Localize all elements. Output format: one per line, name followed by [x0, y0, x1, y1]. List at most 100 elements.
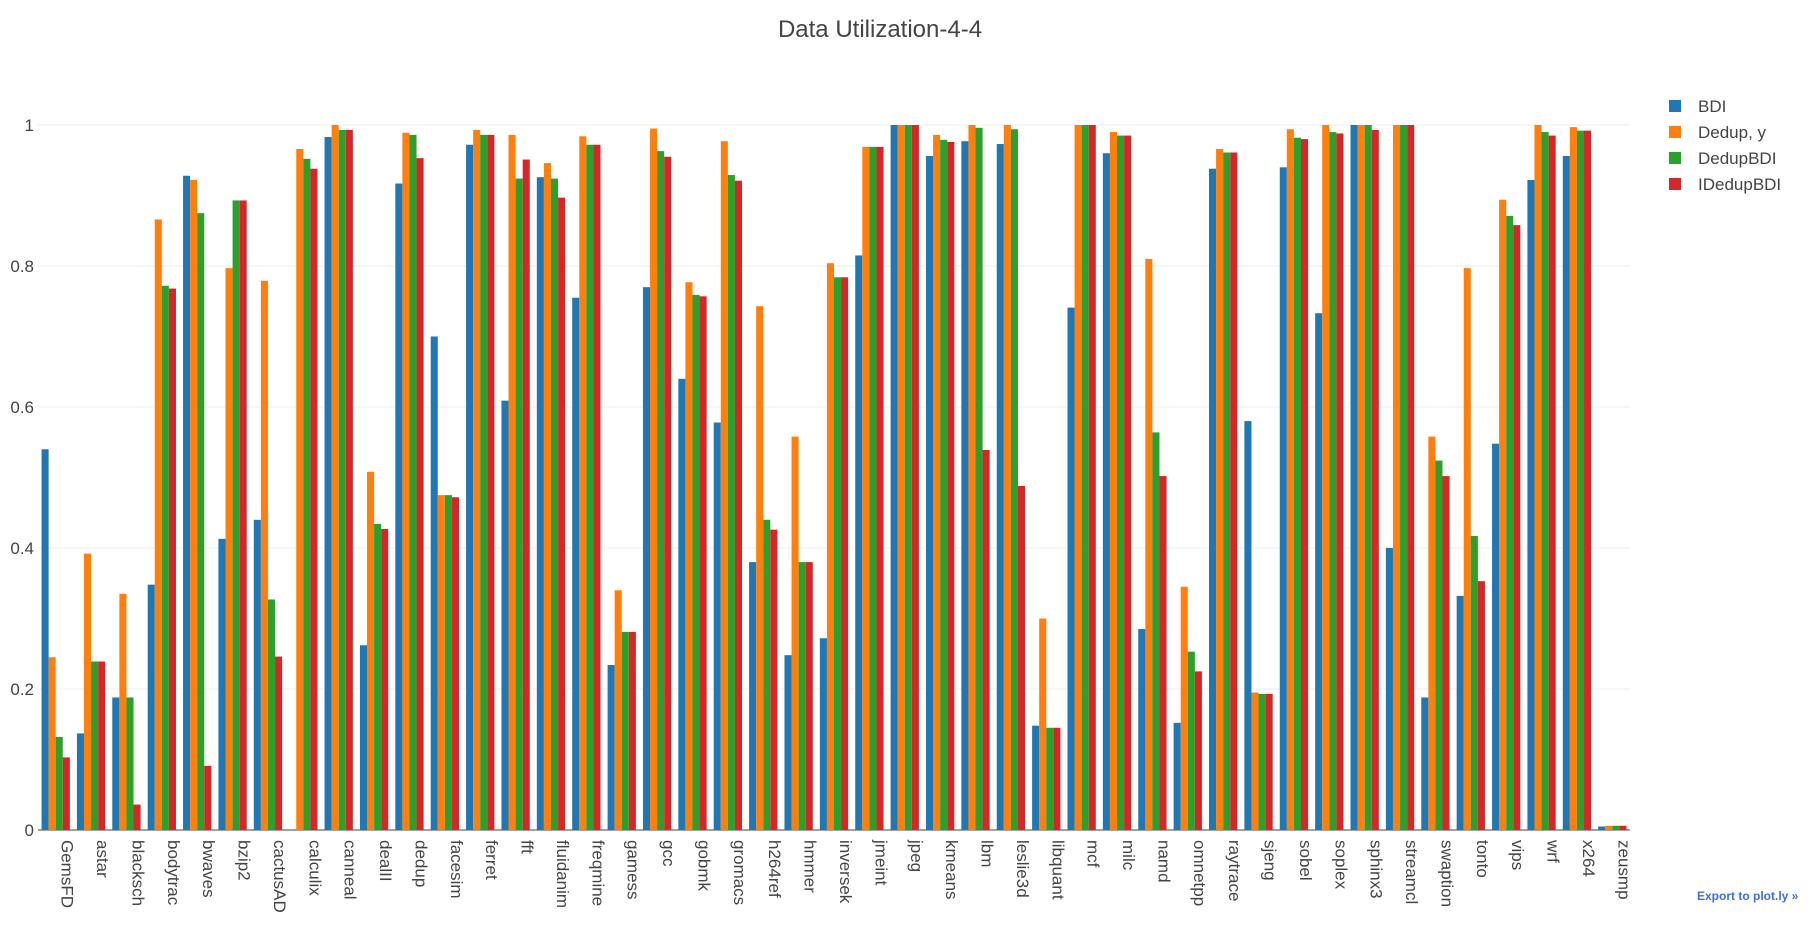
bar-dedup-y-wrf[interactable] — [1534, 125, 1542, 830]
bar-bdi-bodytrac[interactable] — [147, 584, 155, 830]
bar-idedupbdi-sobel[interactable] — [1300, 139, 1309, 831]
legend-item[interactable]: BDI — [1669, 97, 1726, 116]
bar-idedupbdi-gamess[interactable] — [628, 631, 636, 830]
bar-dedupbdi-dealii[interactable] — [374, 524, 382, 830]
bar-dedup-y-milc[interactable] — [1109, 132, 1118, 831]
bar-bdi-x264[interactable] — [1562, 156, 1570, 830]
bar-idedupbdi-mcf[interactable] — [1088, 125, 1096, 830]
bar-dedupbdi-omnetpp[interactable] — [1187, 651, 1195, 830]
bar-dedupbdi-streamcl[interactable] — [1400, 125, 1408, 830]
bar-idedupbdi-raytrace[interactable] — [1230, 152, 1238, 830]
bar-idedupbdi-kmeans[interactable] — [947, 141, 955, 831]
bar-dedup-y-libquant[interactable] — [1039, 618, 1047, 831]
bar-idedupbdi-astar[interactable] — [98, 661, 106, 830]
bar-dedup-y-kmeans[interactable] — [933, 134, 941, 830]
bar-dedup-y-gobmk[interactable] — [685, 282, 693, 831]
bar-idedupbdi-inversek[interactable] — [841, 277, 849, 830]
bar-dedupbdi-canneal[interactable] — [338, 129, 346, 830]
bar-bdi-h264ref[interactable] — [749, 562, 757, 830]
bar-dedup-y-sjeng[interactable] — [1251, 692, 1259, 830]
bar-idedupbdi-vips[interactable] — [1513, 225, 1521, 831]
bar-bdi-tonto[interactable] — [1456, 595, 1464, 830]
bar-dedup-y-dealii[interactable] — [367, 471, 375, 830]
bar-bdi-vips[interactable] — [1492, 443, 1500, 830]
bar-dedupbdi-vips[interactable] — [1506, 215, 1514, 830]
bar-idedupbdi-tonto[interactable] — [1477, 581, 1485, 830]
bar-bdi-swaption[interactable] — [1421, 697, 1429, 830]
bar-dedup-y-x264[interactable] — [1569, 127, 1577, 831]
bar-dedupbdi-calculix[interactable] — [303, 158, 311, 831]
bar-bdi-freqmine[interactable] — [572, 297, 580, 831]
bar-idedupbdi-swaption[interactable] — [1442, 476, 1450, 830]
bar-idedupbdi-milc[interactable] — [1124, 135, 1132, 830]
bar-dedupbdi-wrf[interactable] — [1541, 132, 1549, 831]
bar-bdi-fluidanim[interactable] — [536, 177, 544, 831]
bar-dedup-y-bzip2[interactable] — [225, 268, 233, 830]
bar-idedupbdi-fluidanim[interactable] — [558, 197, 566, 831]
bar-idedupbdi-dedup[interactable] — [416, 158, 424, 830]
bar-bdi-libquant[interactable] — [1032, 725, 1040, 830]
bar-bdi-jpeg[interactable] — [890, 125, 898, 830]
export-to-plotly-link[interactable]: Export to plot.ly » — [1697, 889, 1799, 903]
bar-dedup-y-raytrace[interactable] — [1216, 148, 1224, 831]
bar-idedupbdi-leslie3d[interactable] — [1017, 485, 1026, 830]
bar-dedupbdi-sphinx3[interactable] — [1364, 125, 1372, 830]
bar-idedupbdi-bwaves[interactable] — [204, 765, 212, 830]
bar-dedup-y-h264ref[interactable] — [756, 306, 764, 830]
bar-dedupbdi-mcf[interactable] — [1081, 125, 1089, 830]
bar-idedupbdi-ferret[interactable] — [487, 134, 495, 830]
bar-bdi-gamess[interactable] — [607, 665, 615, 830]
bar-bdi-omnetpp[interactable] — [1173, 722, 1181, 830]
bar-dedup-y-jpeg[interactable] — [897, 125, 905, 830]
bar-idedupbdi-jmeint[interactable] — [876, 146, 884, 831]
bar-dedupbdi-jmeint[interactable] — [869, 146, 877, 831]
bar-dedupbdi-swaption[interactable] — [1435, 460, 1443, 830]
bar-dedup-y-blacksch[interactable] — [119, 593, 127, 830]
bar-idedupbdi-lbm[interactable] — [982, 450, 990, 830]
bar-dedup-y-soplex[interactable] — [1322, 125, 1330, 830]
bar-bdi-dedup[interactable] — [395, 183, 403, 830]
bar-bdi-gobmk[interactable] — [678, 378, 686, 830]
bar-dedupbdi-fft[interactable] — [515, 178, 523, 830]
bar-dedup-y-ferret[interactable] — [473, 129, 481, 830]
bar-idedupbdi-blacksch[interactable] — [133, 804, 141, 830]
legend-item[interactable]: Dedup, y — [1669, 123, 1767, 142]
bar-dedupbdi-fluidanim[interactable] — [550, 178, 559, 830]
bar-bdi-soplex[interactable] — [1315, 313, 1323, 830]
bar-bdi-fft[interactable] — [501, 400, 509, 830]
bar-idedupbdi-dealii[interactable] — [381, 528, 389, 830]
bar-dedup-y-fluidanim[interactable] — [543, 163, 551, 830]
bar-dedup-y-vips[interactable] — [1499, 199, 1507, 831]
bar-idedupbdi-jpeg[interactable] — [911, 125, 919, 830]
bar-dedup-y-gromacs[interactable] — [720, 141, 728, 831]
bar-dedupbdi-leslie3d[interactable] — [1010, 129, 1018, 831]
bar-idedupbdi-namd[interactable] — [1159, 476, 1167, 830]
bar-dedupbdi-libquant[interactable] — [1046, 727, 1054, 830]
bar-dedupbdi-hmmer[interactable] — [798, 562, 806, 830]
bar-dedup-y-inversek[interactable] — [826, 263, 834, 830]
bar-bdi-blacksch[interactable] — [112, 697, 120, 830]
bar-bdi-wrf[interactable] — [1527, 179, 1535, 831]
bar-bdi-kmeans[interactable] — [925, 156, 934, 830]
bar-dedupbdi-gobmk[interactable] — [692, 294, 700, 830]
bar-dedupbdi-blacksch[interactable] — [126, 697, 134, 830]
bar-bdi-jmeint[interactable] — [855, 255, 863, 831]
bar-bdi-astar[interactable] — [76, 733, 84, 830]
bar-dedupbdi-gromacs[interactable] — [727, 175, 735, 830]
bar-idedupbdi-libquant[interactable] — [1053, 727, 1061, 830]
bar-idedupbdi-gemsfd[interactable] — [62, 757, 70, 830]
bar-dedup-y-zeusmp[interactable] — [1605, 825, 1613, 830]
bar-dedupbdi-lbm[interactable] — [975, 127, 983, 830]
bar-dedup-y-sobel[interactable] — [1286, 129, 1294, 831]
bar-dedup-y-gcc[interactable] — [650, 128, 658, 830]
bar-idedupbdi-gromacs[interactable] — [734, 180, 743, 830]
bar-dedupbdi-kmeans[interactable] — [940, 139, 948, 830]
bar-bdi-mcf[interactable] — [1067, 307, 1075, 831]
bar-bdi-sjeng[interactable] — [1244, 421, 1252, 830]
bar-dedupbdi-raytrace[interactable] — [1223, 152, 1231, 830]
bar-dedupbdi-facesim[interactable] — [444, 495, 452, 830]
bar-dedup-y-freqmine[interactable] — [579, 136, 587, 830]
bar-dedupbdi-gemsfd[interactable] — [55, 736, 63, 830]
bar-dedupbdi-dedup[interactable] — [409, 134, 417, 830]
legend-item[interactable]: DedupBDI — [1669, 149, 1776, 168]
